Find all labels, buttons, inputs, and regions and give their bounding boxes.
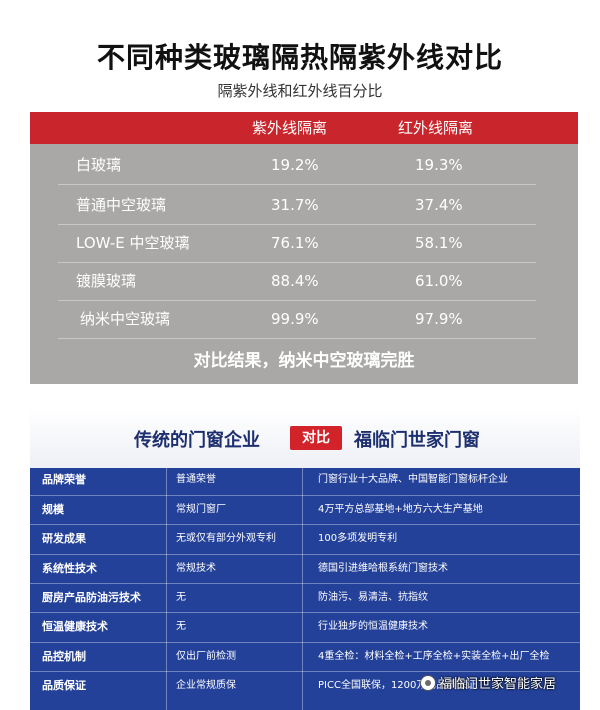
table-row: 品牌荣誉 普通荣誉 门窗行业十大品牌、中国智能门窗标杆企业 [30, 466, 580, 494]
row-brand: PICC全国联保，1200万的品质保证 [318, 680, 477, 691]
row-item: 品牌荣誉 [42, 473, 86, 486]
glass-name: 镀膜玻璃 [76, 272, 137, 290]
table-row: 恒温健康技术 无 行业独步的恒温健康技术 [30, 613, 580, 641]
row-divider [30, 524, 580, 525]
header-ir: 红外线隔离 [398, 119, 474, 137]
table-row: 系统性技术 常规技术 德国引进维哈根系统门窗技术 [30, 555, 580, 583]
row-brand: 德国引进维哈根系统门窗技术 [318, 563, 448, 574]
row-traditional: 无 [176, 621, 186, 632]
row-divider [30, 642, 580, 643]
row-item: 品控机制 [42, 650, 86, 663]
row-item: 品质保证 [42, 679, 86, 692]
row-brand: 4重全检：材料全检+工序全检+实装全检+出厂全检 [318, 651, 550, 662]
uv-value: 88.4% [271, 272, 319, 290]
uv-value: 99.9% [271, 310, 319, 328]
glass-row: 纳米中空玻璃 99.9% 97.9% [30, 300, 578, 338]
row-item: 厨房产品防油污技术 [42, 591, 141, 604]
watermark-text: 福临门世家智能家居 [439, 677, 557, 692]
row-brand: 100多项发明专利 [318, 533, 398, 544]
table-row: 厨房产品防油污技术 无 防油污、易清洁、抗指纹 [30, 584, 580, 612]
vs-badge: 对比 [290, 426, 342, 450]
table-row: 规模 常规门窗厂 4万平方总部基地+地方六大生产基地 [30, 496, 580, 524]
brand-title: 福临门世家门窗 [354, 430, 480, 451]
row-divider [58, 338, 536, 339]
column-divider [166, 466, 167, 710]
glass-row: LOW-E 中空玻璃 76.1% 58.1% [30, 224, 578, 262]
table-row: 研发成果 无或仅有部分外观专利 100多项发明专利 [30, 525, 580, 553]
ir-value: 61.0% [415, 272, 463, 290]
ir-value: 58.1% [415, 234, 463, 252]
row-divider [58, 224, 536, 225]
comparison-header: 传统的门窗企业 对比 福临门世家门窗 [30, 408, 580, 468]
row-divider [30, 671, 580, 672]
uv-value: 31.7% [271, 196, 319, 214]
uv-value: 19.2% [271, 156, 319, 174]
row-traditional: 企业常规质保 [176, 680, 236, 691]
glass-table-header: 紫外线隔离 红外线隔离 [30, 112, 578, 144]
ir-value: 97.9% [415, 310, 463, 328]
row-item: 规模 [42, 503, 64, 516]
row-divider [30, 495, 580, 496]
row-divider [58, 300, 536, 301]
row-brand: 门窗行业十大品牌、中国智能门窗标杆企业 [318, 474, 508, 485]
row-brand: 行业独步的恒温健康技术 [318, 621, 428, 632]
glass-name: 纳米中空玻璃 [80, 310, 171, 328]
uv-value: 76.1% [271, 234, 319, 252]
row-item: 研发成果 [42, 532, 86, 545]
wechat-account-icon [420, 675, 436, 691]
traditional-title: 传统的门窗企业 [134, 430, 260, 451]
row-traditional: 仅出厂前检测 [176, 651, 236, 662]
comparison-result: 对比结果，纳米中空玻璃完胜 [193, 351, 415, 371]
row-traditional: 常规技术 [176, 563, 216, 574]
row-divider [58, 184, 536, 185]
glass-row: 镀膜玻璃 88.4% 61.0% [30, 262, 578, 300]
table-row: 品质保证 企业常规质保 PICC全国联保，1200万的品质保证 [30, 672, 580, 700]
row-divider [30, 554, 580, 555]
row-brand: 4万平方总部基地+地方六大生产基地 [318, 504, 483, 515]
ir-value: 37.4% [415, 196, 463, 214]
glass-name: 白玻璃 [76, 156, 122, 174]
row-traditional: 无或仅有部分外观专利 [176, 533, 276, 544]
column-divider [302, 466, 303, 710]
glass-name: LOW-E 中空玻璃 [76, 234, 190, 252]
watermark: 福临门世家智能家居 [420, 674, 556, 696]
page-subtitle: 隔紫外线和红外线百分比 [217, 82, 383, 100]
row-brand: 防油污、易清洁、抗指纹 [318, 592, 428, 603]
table-row: 品控机制 仅出厂前检测 4重全检：材料全检+工序全检+实装全检+出厂全检 [30, 643, 580, 671]
glass-row: 白玻璃 19.2% 19.3% [30, 146, 578, 184]
row-item: 恒温健康技术 [42, 620, 108, 633]
glass-row: 普通中空玻璃 31.7% 37.4% [30, 186, 578, 224]
row-divider [58, 262, 536, 263]
header-uv: 紫外线隔离 [252, 119, 328, 137]
ir-value: 19.3% [415, 156, 463, 174]
row-item: 系统性技术 [42, 562, 97, 575]
row-divider [30, 583, 580, 584]
row-divider [30, 612, 580, 613]
glass-name: 普通中空玻璃 [76, 196, 167, 214]
glass-comparison-table: 紫外线隔离 红外线隔离 白玻璃 19.2% 19.3% 普通中空玻璃 31.7%… [30, 112, 578, 384]
page-title: 不同种类玻璃隔热隔紫外线对比 [96, 41, 503, 74]
enterprise-comparison-table: 传统的门窗企业 对比 福临门世家门窗 品牌荣誉 普通荣誉 门窗行业十大品牌、中国… [30, 408, 580, 710]
row-traditional: 无 [176, 592, 186, 603]
row-traditional: 普通荣誉 [176, 474, 216, 485]
row-traditional: 常规门窗厂 [176, 504, 226, 515]
